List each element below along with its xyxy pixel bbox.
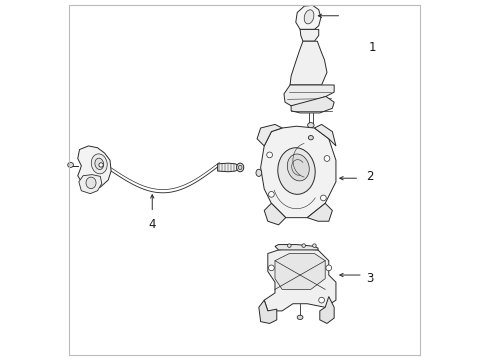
Polygon shape	[295, 5, 320, 30]
Polygon shape	[274, 244, 317, 250]
Polygon shape	[79, 175, 102, 194]
Ellipse shape	[320, 195, 325, 201]
Ellipse shape	[95, 158, 103, 170]
Ellipse shape	[255, 169, 261, 176]
Polygon shape	[67, 116, 251, 234]
Ellipse shape	[277, 148, 315, 194]
Polygon shape	[264, 248, 335, 311]
Ellipse shape	[236, 163, 244, 172]
Ellipse shape	[324, 156, 329, 161]
Ellipse shape	[238, 165, 242, 170]
Polygon shape	[249, 243, 349, 329]
Polygon shape	[290, 96, 333, 113]
Text: 3: 3	[366, 272, 373, 285]
Polygon shape	[258, 300, 276, 323]
Ellipse shape	[67, 162, 73, 167]
Polygon shape	[300, 30, 318, 41]
Text: 1: 1	[367, 41, 375, 54]
Polygon shape	[260, 126, 335, 218]
Ellipse shape	[268, 192, 274, 197]
Ellipse shape	[297, 315, 303, 319]
Polygon shape	[249, 121, 349, 228]
Ellipse shape	[99, 163, 103, 167]
Ellipse shape	[287, 244, 290, 247]
Polygon shape	[257, 125, 282, 146]
Ellipse shape	[325, 265, 331, 271]
Polygon shape	[217, 163, 237, 172]
Ellipse shape	[312, 244, 316, 247]
Ellipse shape	[304, 10, 313, 24]
Polygon shape	[314, 125, 335, 146]
Polygon shape	[282, 10, 349, 139]
Ellipse shape	[266, 152, 272, 158]
Ellipse shape	[301, 244, 305, 247]
Ellipse shape	[318, 297, 324, 303]
Polygon shape	[306, 203, 332, 221]
Ellipse shape	[307, 123, 313, 128]
Text: 4: 4	[148, 218, 156, 231]
Polygon shape	[284, 85, 333, 106]
Ellipse shape	[268, 265, 274, 271]
Polygon shape	[264, 203, 285, 225]
Ellipse shape	[287, 154, 308, 181]
Ellipse shape	[308, 135, 313, 140]
Ellipse shape	[91, 154, 107, 174]
Polygon shape	[289, 41, 326, 85]
Polygon shape	[78, 146, 111, 189]
Ellipse shape	[86, 177, 96, 189]
Text: 2: 2	[366, 170, 373, 183]
Polygon shape	[319, 297, 333, 323]
Polygon shape	[274, 253, 325, 289]
